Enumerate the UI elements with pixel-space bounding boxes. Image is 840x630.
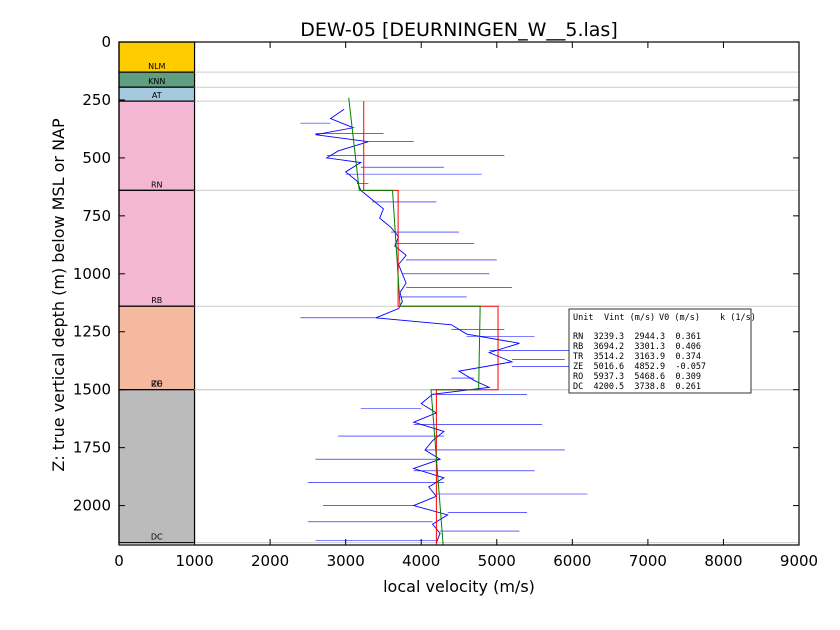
unit-block-rn <box>118 100 196 191</box>
unit-label-ze: ZE <box>152 380 163 389</box>
x-tick-label: 6000 <box>553 552 591 570</box>
y-tick-label: 1500 <box>73 381 111 399</box>
velocity-table-box <box>568 308 752 394</box>
table-header-cell: Vint (m/s) <box>604 313 655 323</box>
velocity-table: Unit Vint (m/s) V0 (m/s) k (1/s) RN 3239.3 2… <box>568 308 756 394</box>
y-tick-label: 250 <box>82 91 111 109</box>
chart-title: DEW-05 [DEURNINGEN_W__5.las] <box>300 19 618 41</box>
x-tick-label: 9000 <box>780 552 818 570</box>
table-row: RB 3694.2 3301.3 0.406 <box>573 342 701 352</box>
unit-block-rb <box>118 189 196 307</box>
table-row: TR 3514.2 3163.9 0.374 <box>573 352 701 362</box>
velocity-log-series <box>300 108 588 543</box>
x-tick-label: 8000 <box>704 552 742 570</box>
table-header-cell: k (1/s) <box>720 313 756 323</box>
x-axis-ticks: 0 1000 2000 3000 4000 5000 6000 7000 8000 9000 <box>114 42 818 570</box>
unit-block-ze <box>118 305 196 391</box>
v0-k-model-series <box>348 97 481 546</box>
x-tick-label: 4000 <box>402 552 440 570</box>
unit-label-knn: KNN <box>148 77 165 86</box>
table-row: ZE 5016.6 4852.9 -0.057 <box>573 362 706 372</box>
table-row: RO 5937.3 5468.6 0.309 <box>573 372 701 382</box>
x-tick-label: 5000 <box>478 552 516 570</box>
x-tick-label: 3000 <box>327 552 365 570</box>
y-tick-label: 750 <box>82 207 111 225</box>
plot-frame <box>118 41 800 546</box>
x-tick-label: 0 <box>114 552 124 570</box>
velocity-log-line <box>315 108 520 543</box>
unit-label-rb: RB <box>151 296 162 305</box>
x-tick-label: 7000 <box>629 552 667 570</box>
unit-label-at: AT <box>152 91 162 100</box>
table-header-cell: Unit <box>573 313 593 323</box>
x-tick-label: 1000 <box>175 552 213 570</box>
table-row: RN 3239.3 2944.3 0.361 <box>573 332 701 342</box>
y-tick-label: 0 <box>101 33 111 51</box>
unit-block-dc <box>118 389 196 544</box>
x-tick-label: 2000 <box>251 552 289 570</box>
y-axis-title: Z: true vertical depth (m) below MSL or … <box>49 118 68 472</box>
table-row: DC 4200.5 3738.8 0.261 <box>573 382 701 392</box>
x-axis-title: local velocity (m/s) <box>383 577 535 596</box>
unit-label-nlm: NLM <box>148 62 165 71</box>
unit-boundary-lines <box>194 71 799 544</box>
unit-label-rn: RN <box>151 180 163 189</box>
unit-label-ro: RO <box>151 380 163 389</box>
v0-k-model-line <box>348 97 481 546</box>
y-tick-label: 1250 <box>73 323 111 341</box>
y-tick-label: 1750 <box>73 439 111 457</box>
y-axis-ticks: 0 250 500 750 1000 1250 1500 1750 2000 <box>73 33 799 515</box>
y-tick-label: 2000 <box>73 497 111 515</box>
y-tick-label: 500 <box>82 149 111 167</box>
table-header-cell: V0 (m/s) <box>659 313 700 323</box>
y-tick-label: 1000 <box>73 265 111 283</box>
unit-label-dc: DC <box>151 533 163 542</box>
